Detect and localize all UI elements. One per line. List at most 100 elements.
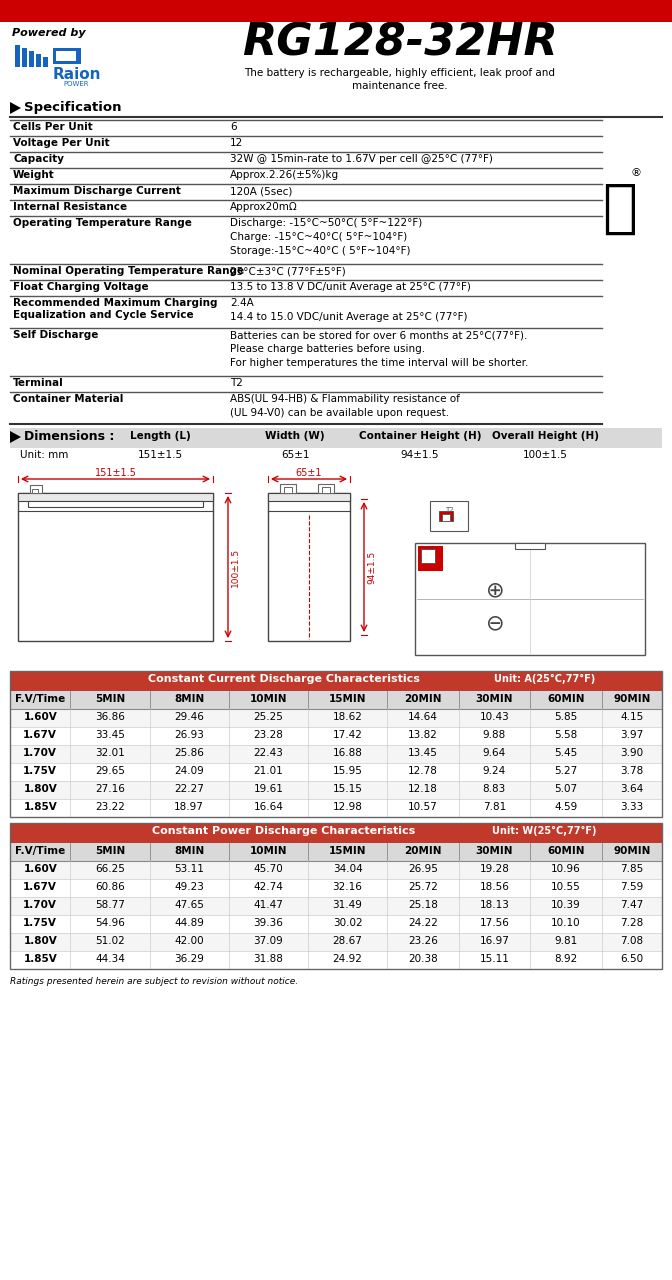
Text: 5.45: 5.45 (554, 748, 577, 758)
Bar (32, 489, 38, 493)
Text: 42.00: 42.00 (175, 936, 204, 946)
Text: Approx.2.26(±5%)kg: Approx.2.26(±5%)kg (230, 170, 339, 180)
Text: 14.64: 14.64 (408, 712, 437, 722)
Text: 44.89: 44.89 (174, 918, 204, 928)
Text: 4.15: 4.15 (620, 712, 643, 722)
Text: Discharge: -15°C~50°C( 5°F~122°F)
Charge: -15°C~40°C( 5°F~104°F)
Storage:-15°C~4: Discharge: -15°C~50°C( 5°F~122°F) Charge… (230, 218, 422, 256)
Text: 15.15: 15.15 (333, 783, 362, 794)
Text: 15MIN: 15MIN (329, 846, 366, 856)
Text: 53.11: 53.11 (174, 864, 204, 874)
Text: 13.45: 13.45 (408, 748, 437, 758)
Text: 17.42: 17.42 (333, 730, 362, 740)
Bar (284, 486, 292, 493)
Text: 33.45: 33.45 (95, 730, 125, 740)
Text: POWER: POWER (63, 81, 89, 87)
Bar (10, 781, 662, 799)
Text: 94±1.5: 94±1.5 (401, 451, 439, 460)
Text: ⊖: ⊖ (486, 613, 505, 634)
Text: Dimensions :: Dimensions : (24, 430, 114, 443)
Bar (10, 727, 662, 745)
Text: Batteries can be stored for over 6 months at 25°C(77°F).
Please charge batteries: Batteries can be stored for over 6 month… (230, 330, 528, 369)
Text: 100±1.5: 100±1.5 (231, 548, 240, 586)
Text: 151±1.5: 151±1.5 (138, 451, 183, 460)
Bar (430, 500, 468, 531)
Text: 7.47: 7.47 (620, 900, 643, 910)
Bar (10, 709, 662, 727)
Text: 49.23: 49.23 (174, 882, 204, 892)
Text: ⊕: ⊕ (486, 580, 505, 600)
Bar (418, 547, 443, 571)
Text: 1.67V: 1.67V (24, 730, 57, 740)
Bar (421, 549, 435, 563)
Text: 120A (5sec): 120A (5sec) (230, 186, 292, 196)
Text: 44.34: 44.34 (95, 954, 125, 964)
Text: 65±1: 65±1 (281, 451, 309, 460)
Bar (322, 486, 330, 493)
Text: 5.27: 5.27 (554, 765, 577, 776)
Text: 5MIN: 5MIN (95, 694, 125, 704)
Text: ABS(UL 94-HB) & Flammability resistance of
(UL 94-V0) can be available upon requ: ABS(UL 94-HB) & Flammability resistance … (230, 394, 460, 419)
Text: 23.28: 23.28 (253, 730, 284, 740)
Text: 66.25: 66.25 (95, 864, 125, 874)
Text: F.V/Time: F.V/Time (15, 694, 65, 704)
Text: 16.64: 16.64 (253, 803, 284, 812)
Text: 9.81: 9.81 (554, 936, 577, 946)
Text: 12: 12 (230, 138, 243, 148)
Bar (10, 951, 662, 969)
Text: 22.27: 22.27 (174, 783, 204, 794)
Text: 23.26: 23.26 (408, 936, 437, 946)
Bar (10, 844, 662, 861)
Bar (10, 671, 662, 817)
Text: 10.39: 10.39 (551, 900, 581, 910)
Text: 1.85V: 1.85V (24, 954, 57, 964)
Text: 36.29: 36.29 (174, 954, 204, 964)
Text: 18.13: 18.13 (479, 900, 509, 910)
Text: 54.96: 54.96 (95, 918, 125, 928)
Text: Internal Resistance: Internal Resistance (13, 202, 127, 212)
Text: Unit: mm: Unit: mm (20, 451, 69, 460)
Text: 18.97: 18.97 (174, 803, 204, 812)
Text: Ratings presented herein are subject to revision without notice.: Ratings presented herein are subject to … (10, 977, 298, 986)
Text: 27.16: 27.16 (95, 783, 125, 794)
Text: Float Charging Voltage: Float Charging Voltage (13, 282, 149, 292)
Text: 20.38: 20.38 (408, 954, 437, 964)
Text: 151±1.5: 151±1.5 (95, 468, 136, 477)
Polygon shape (10, 431, 21, 443)
Text: 7.59: 7.59 (620, 882, 643, 892)
Text: Constant Current Discharge Characteristics: Constant Current Discharge Characteristi… (148, 675, 420, 684)
Text: 9.64: 9.64 (482, 748, 506, 758)
Bar (10, 671, 662, 691)
Text: 18.56: 18.56 (479, 882, 509, 892)
Text: T2: T2 (230, 378, 243, 388)
Text: Cells Per Unit: Cells Per Unit (13, 122, 93, 132)
Text: 100±1.5: 100±1.5 (523, 451, 567, 460)
Text: 41.47: 41.47 (253, 900, 284, 910)
Text: 19.28: 19.28 (479, 864, 509, 874)
Text: 65±1: 65±1 (296, 468, 323, 477)
Text: 8MIN: 8MIN (174, 694, 204, 704)
Text: Width (W): Width (W) (265, 431, 325, 442)
Text: 1.70V: 1.70V (24, 900, 57, 910)
Text: 12.98: 12.98 (333, 803, 362, 812)
Text: 12.18: 12.18 (408, 783, 437, 794)
Text: 22.43: 22.43 (253, 748, 284, 758)
Text: 8.92: 8.92 (554, 954, 577, 964)
Text: 18.62: 18.62 (333, 712, 362, 722)
Text: 24.22: 24.22 (408, 918, 437, 928)
Bar (10, 745, 662, 763)
Text: F.V/Time: F.V/Time (15, 846, 65, 856)
Text: Self Discharge: Self Discharge (13, 330, 98, 340)
Text: 32.16: 32.16 (333, 882, 362, 892)
Text: 1.80V: 1.80V (24, 936, 57, 946)
Text: 8MIN: 8MIN (174, 846, 204, 856)
Text: 17.56: 17.56 (479, 918, 509, 928)
Text: 10.43: 10.43 (479, 712, 509, 722)
Text: Voltage Per Unit: Voltage Per Unit (13, 138, 110, 148)
Text: Weight: Weight (13, 170, 54, 180)
Text: 39.36: 39.36 (253, 918, 284, 928)
Text: 6.50: 6.50 (620, 954, 643, 964)
Text: Unit: A(25°C,77°F): Unit: A(25°C,77°F) (494, 675, 595, 684)
Bar (10, 823, 662, 844)
Text: 5MIN: 5MIN (95, 846, 125, 856)
Bar (439, 511, 453, 521)
